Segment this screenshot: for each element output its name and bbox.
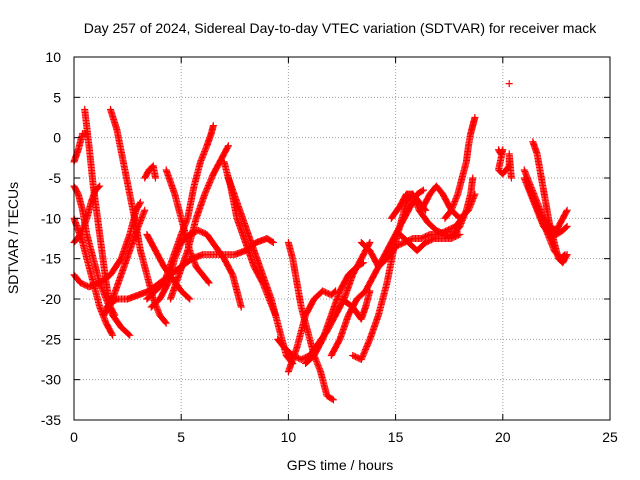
y-tick-label: 10 bbox=[45, 49, 61, 65]
y-tick-label: -10 bbox=[41, 210, 61, 226]
series-markers bbox=[525, 182, 569, 263]
x-tick-label: 25 bbox=[602, 429, 618, 445]
x-tick-labels: 0 5 10 15 20 25 bbox=[70, 429, 618, 445]
series-pass-25 bbox=[357, 214, 466, 271]
x-tick-label: 10 bbox=[281, 429, 297, 445]
chart-title: Day 257 of 2024, Sidereal Day-to-day VTE… bbox=[84, 20, 597, 36]
y-tick-label: -5 bbox=[49, 170, 62, 186]
plot-marks bbox=[70, 80, 571, 404]
series-pass-20 bbox=[284, 287, 340, 376]
series-markers bbox=[224, 174, 297, 368]
y-tick-label: -20 bbox=[41, 291, 61, 307]
y-tick-label: -35 bbox=[41, 412, 61, 428]
series-pass-17 bbox=[224, 174, 297, 368]
grid-lines bbox=[74, 57, 610, 420]
y-tick-label: -15 bbox=[41, 251, 61, 267]
series-pass-31 bbox=[505, 80, 513, 88]
series-pass-9 bbox=[141, 162, 159, 182]
series-pass-26 bbox=[396, 230, 464, 255]
y-axis-title: SDTVAR / TECUs bbox=[5, 182, 21, 294]
series-pass-35 bbox=[525, 182, 569, 263]
y-tick-label: -25 bbox=[41, 331, 61, 347]
series-markers bbox=[396, 230, 464, 255]
x-tick-label: 20 bbox=[495, 429, 511, 445]
series-markers bbox=[495, 146, 515, 182]
axis-ticks bbox=[73, 56, 611, 421]
series-pass-29 bbox=[441, 114, 479, 222]
series-markers bbox=[505, 80, 513, 88]
series-pass-15 bbox=[162, 166, 213, 287]
y-tick-label: -30 bbox=[41, 372, 61, 388]
series-markers bbox=[284, 287, 340, 376]
x-tick-label: 5 bbox=[177, 429, 185, 445]
x-tick-label: 15 bbox=[388, 429, 404, 445]
series-pass-21 bbox=[302, 259, 367, 368]
series-markers bbox=[141, 162, 159, 182]
series-pass-23 bbox=[338, 287, 374, 323]
series-markers bbox=[81, 105, 119, 319]
series-markers bbox=[441, 114, 479, 222]
plot-frame bbox=[73, 56, 611, 421]
series-markers bbox=[162, 166, 213, 287]
series-markers bbox=[302, 259, 367, 368]
series-pass-6 bbox=[81, 105, 119, 319]
series-markers bbox=[357, 214, 466, 271]
series-markers bbox=[349, 190, 430, 363]
series-pass-22 bbox=[327, 186, 427, 359]
series-markers bbox=[327, 186, 427, 359]
y-tick-label: 0 bbox=[53, 130, 61, 146]
x-axis-title: GPS time / hours bbox=[287, 457, 394, 473]
series-markers bbox=[338, 287, 374, 323]
series-pass-30 bbox=[495, 146, 515, 182]
y-tick-label: 5 bbox=[53, 89, 61, 105]
series-pass-24 bbox=[349, 190, 430, 363]
y-tick-labels: -35 -30 -25 -20 -15 -10 -5 0 5 10 bbox=[41, 49, 61, 428]
x-tick-label: 0 bbox=[70, 429, 78, 445]
